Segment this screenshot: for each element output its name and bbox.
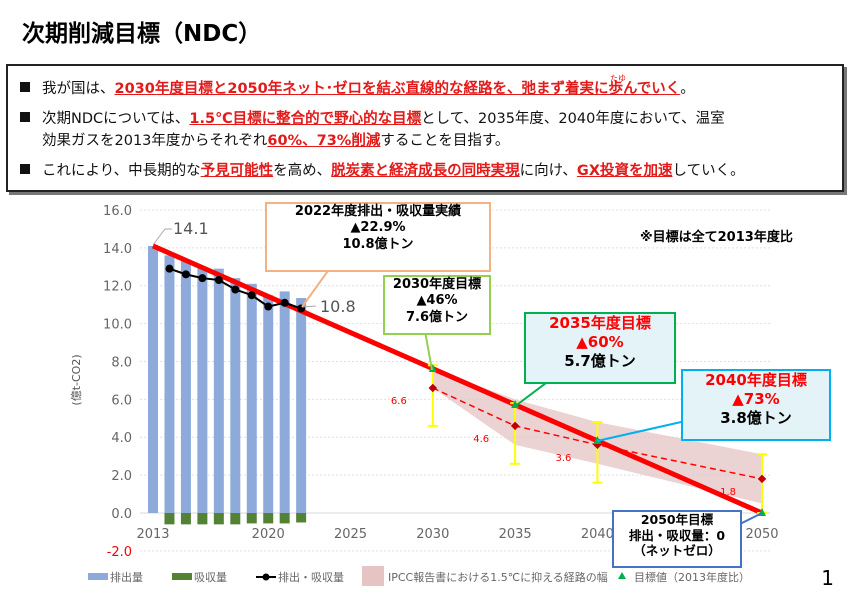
legend-swatch-absorption — [172, 573, 192, 580]
ipcc-median-line — [432, 387, 763, 480]
callout-2030: 2030年度目標 ▲46% 7.6億トン — [383, 275, 491, 335]
bullet-1: 我が国は、2030年度目標と2050年ネット･ゼロを結ぶ直線的な経路を、弛まず着… — [20, 74, 695, 100]
ipcc-data-label: 3.6 — [556, 453, 572, 464]
legend-label: 排出・吸収量 — [278, 570, 344, 584]
ruby-text: たゆ — [610, 74, 626, 83]
legend-swatch-target — [618, 572, 626, 579]
leader-line — [152, 228, 172, 246]
note: ※目標は全て2013年度比 — [640, 230, 793, 245]
emission-bar — [213, 268, 224, 513]
legend-swatch-ipcc — [362, 566, 384, 586]
emission-bar — [148, 245, 158, 514]
net-point — [214, 276, 223, 285]
bullet-3: これにより、中長期的な予見可能性を高め、脱炭素と経済成長の同時実現に向け、GX投… — [20, 160, 745, 182]
emission-bar — [263, 295, 274, 513]
y-tick-label: 12.0 — [103, 280, 132, 295]
page-title: 次期削減目標（NDC） — [22, 21, 262, 47]
absorption-bar — [164, 513, 175, 525]
y-tick-label: 8.0 — [111, 355, 132, 370]
y-tick-label: 10.0 — [103, 318, 132, 333]
data-label-2013: 14.1 — [173, 219, 209, 238]
net-point — [165, 264, 174, 273]
callout-2050: 2050年目標 排出・吸収量：0 （ネットゼロ） — [612, 510, 742, 568]
absorption-bar — [230, 513, 241, 525]
absorption-bar — [246, 513, 257, 524]
net-point — [264, 302, 273, 311]
summary-box: 我が国は、2030年度目標と2050年ネット･ゼロを結ぶ直線的な経路を、弛まず着… — [6, 64, 844, 192]
ipcc-median-point — [510, 421, 520, 431]
x-tick-label: 2020 — [252, 527, 285, 542]
emission-bar — [279, 291, 290, 513]
callout-2022: 2022年度排出・吸収量実績 ▲22.9% 10.8億トン — [265, 202, 491, 272]
legend-swatch-net-point — [262, 573, 270, 581]
ipcc-data-label: 4.6 — [473, 434, 489, 445]
x-tick-label: 2040 — [581, 527, 614, 542]
y-axis-label: (億t-CO2) — [70, 354, 83, 405]
callout-2040: 2040年度目標 ▲73% 3.8億トン — [681, 369, 831, 441]
y-tick-label: 6.0 — [111, 393, 132, 408]
absorption-bar — [263, 513, 274, 524]
emission-bar — [230, 278, 241, 513]
absorption-bar — [279, 513, 290, 524]
target-line — [151, 243, 764, 516]
page-number: 1 — [821, 566, 834, 590]
x-tick-label: 2025 — [334, 527, 367, 542]
emission-bar — [197, 266, 208, 513]
net-point — [247, 291, 256, 300]
target-marker — [428, 364, 437, 373]
y-tick-label: 14.0 — [103, 242, 132, 257]
x-tick-label: 2035 — [499, 527, 532, 542]
data-label-2022: 10.8 — [320, 297, 356, 316]
net-point — [231, 285, 240, 294]
absorption-bar — [197, 513, 208, 525]
y-tick-label: 4.0 — [111, 431, 132, 446]
emission-bar — [246, 283, 257, 513]
ipcc-median-point — [757, 474, 767, 484]
x-tick-label: 2050 — [745, 527, 778, 542]
emission-bar — [164, 255, 175, 513]
legend-swatch-emission — [88, 573, 108, 580]
absorption-bar — [213, 513, 224, 525]
y-tick-label: -2.0 — [107, 545, 132, 560]
legend-label: 排出量 — [110, 570, 143, 584]
bullet-2: 次期NDCについては、1.5℃目標に整合的で野心的な目標として、2035年度、2… — [20, 108, 725, 152]
legend-label: IPCC報告書における1.5℃に抑える経路の幅 — [388, 570, 608, 584]
ipcc-data-label: 1.8 — [720, 487, 736, 498]
y-tick-label: 0.0 — [111, 507, 132, 522]
absorption-bar — [296, 513, 307, 523]
absorption-bar — [180, 513, 191, 525]
y-tick-label: 2.0 — [111, 469, 132, 484]
emission-bar — [180, 261, 191, 513]
callout-2035: 2035年度目標 ▲60% 5.7億トン — [524, 312, 676, 384]
emission-bar — [296, 298, 307, 513]
leader-line — [301, 305, 317, 308]
ipcc-data-label: 6.6 — [391, 396, 407, 407]
y-tick-label: 16.0 — [103, 204, 132, 219]
legend-label: 吸収量 — [194, 571, 227, 584]
x-tick-label: 2030 — [416, 527, 449, 542]
net-point — [181, 270, 190, 279]
net-point — [280, 298, 289, 307]
legend-label: 目標値（2013年度比） — [634, 570, 750, 584]
net-point — [198, 274, 207, 283]
ipcc-median-point — [428, 383, 438, 393]
x-tick-label: 2013 — [136, 527, 169, 542]
target-marker — [511, 400, 520, 409]
